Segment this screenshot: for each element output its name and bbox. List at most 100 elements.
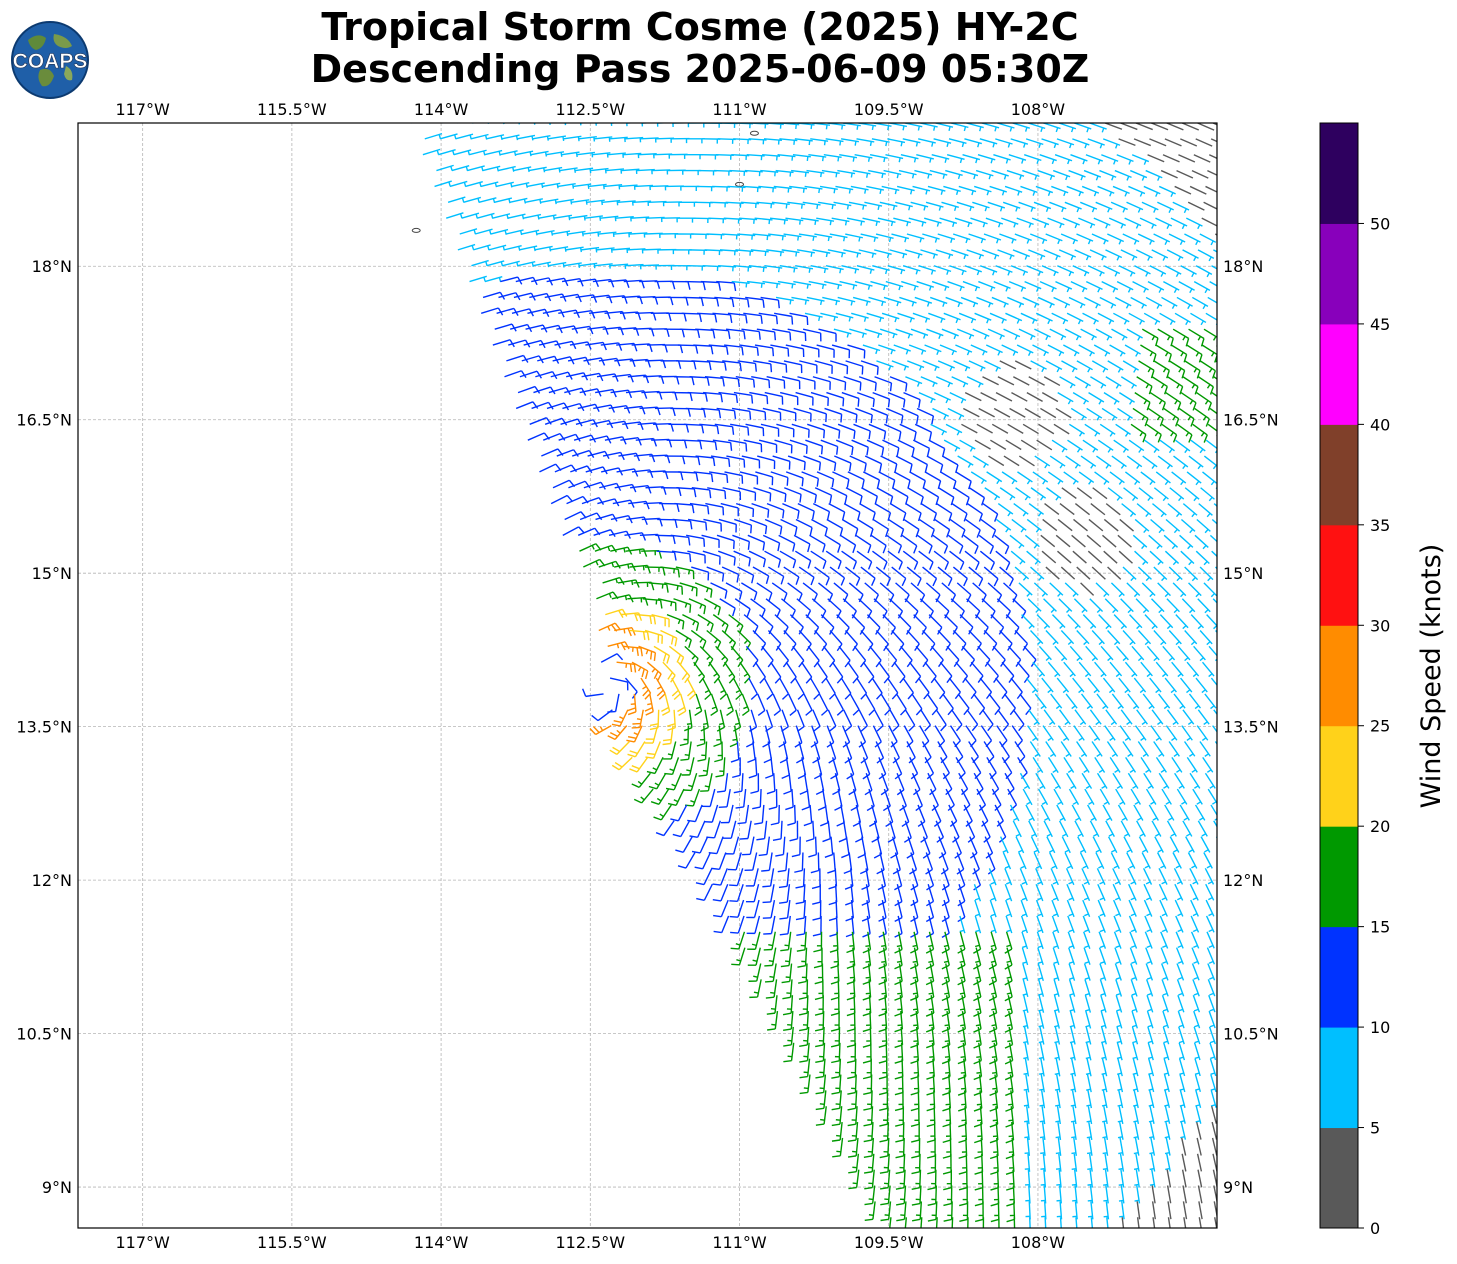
wind-barb [1174, 772, 1185, 789]
wind-barb [1168, 741, 1180, 757]
wind-barb [894, 1090, 904, 1112]
wind-barb [679, 201, 698, 207]
wind-barb [959, 915, 966, 934]
wind-barb [857, 836, 866, 859]
wind-barb [1118, 1169, 1125, 1188]
wind-barb [1130, 963, 1138, 981]
wind-barb [967, 503, 983, 522]
wind-barb [620, 437, 642, 446]
wind-barb [997, 503, 1014, 517]
wind-barb [735, 123, 754, 129]
wind-barb [598, 560, 621, 569]
wind-barb [964, 138, 982, 148]
wind-barb [1140, 756, 1152, 773]
wind-barb [724, 344, 744, 356]
wind-barb [764, 518, 783, 535]
wind-barb [1113, 915, 1122, 933]
wind-barb [839, 280, 858, 290]
wind-barb [1049, 455, 1066, 469]
wind-barb [542, 309, 565, 318]
wind-barb [723, 661, 736, 684]
wind-barb [677, 344, 699, 354]
wind-barb [919, 725, 930, 748]
wind-barb [813, 947, 823, 969]
wind-barb [1064, 201, 1082, 213]
wind-barb [910, 947, 919, 970]
wind-barb [771, 201, 790, 209]
wind-barb [1189, 185, 1207, 195]
wind-barb [1144, 614, 1158, 630]
wind-barb [901, 804, 910, 828]
wind-barb [1137, 741, 1150, 757]
wind-barb [1107, 360, 1124, 373]
wind-barb [965, 598, 981, 619]
wind-barb [994, 677, 1008, 700]
wind-barb [972, 582, 987, 603]
wind-barb [612, 499, 635, 508]
wind-barb [776, 645, 790, 668]
wind-barb [990, 439, 1007, 450]
wind-barb [754, 217, 773, 225]
wind-barb [656, 550, 677, 561]
wind-barb [1032, 344, 1049, 357]
wind-barb [818, 455, 837, 471]
wind-barb [1226, 805, 1235, 820]
wind-barb [904, 249, 923, 259]
wind-barb [1157, 455, 1173, 470]
wind-barb [979, 265, 998, 276]
wind-barb [1163, 407, 1180, 427]
wind-barb [1099, 963, 1107, 981]
wind-barb [823, 154, 842, 162]
wind-barb [862, 1026, 872, 1048]
wind-barb [905, 503, 922, 522]
wind-barb [1157, 582, 1171, 598]
wind-barb [730, 741, 740, 763]
wind-barb [523, 213, 542, 220]
wind-barb [1023, 1090, 1030, 1109]
wind-barb [670, 407, 691, 417]
wind-barb [713, 725, 722, 748]
wind-barb [925, 201, 944, 211]
wind-barb [718, 265, 737, 272]
wind-barb [755, 471, 774, 486]
wind-barb [1010, 138, 1029, 148]
wind-barb [1164, 550, 1180, 566]
wind-barb [841, 518, 859, 537]
wind-barb [907, 487, 924, 505]
wind-barb [1008, 280, 1027, 292]
wind-barb [1136, 709, 1148, 726]
wind-barb [1159, 312, 1176, 325]
wind-barb [668, 296, 689, 306]
wind-barb [1035, 185, 1054, 197]
wind-barb [1090, 1217, 1094, 1228]
wind-barb [712, 883, 729, 902]
wind-barb [708, 661, 721, 684]
wind-barb [846, 1042, 857, 1064]
wind-barb [440, 133, 458, 140]
wind-barb [869, 154, 888, 163]
wind-barb [555, 198, 574, 205]
wind-barb [1205, 883, 1215, 901]
wind-barb [989, 312, 1007, 324]
wind-barb [1213, 376, 1217, 380]
wind-barb [894, 947, 903, 970]
wind-barb [658, 375, 680, 385]
wind-barb [1096, 455, 1112, 469]
wind-barb [991, 423, 1009, 434]
wind-barb [1025, 804, 1035, 822]
wind-barb [1130, 788, 1142, 805]
wind-barb [1072, 265, 1090, 277]
wind-barb [1135, 598, 1150, 614]
wind-barb [697, 312, 718, 323]
wind-barb [1171, 661, 1184, 678]
wind-barb [976, 423, 993, 434]
wind-barb [1182, 1185, 1187, 1204]
wind-barb [1081, 883, 1091, 902]
wind-barb [719, 123, 738, 128]
wind-barb [490, 228, 509, 235]
wind-barb [799, 1074, 811, 1095]
wind-barb [797, 376, 816, 390]
wind-barb [1100, 1026, 1107, 1045]
wind-barb [1226, 1059, 1231, 1076]
wind-barb [671, 677, 681, 700]
